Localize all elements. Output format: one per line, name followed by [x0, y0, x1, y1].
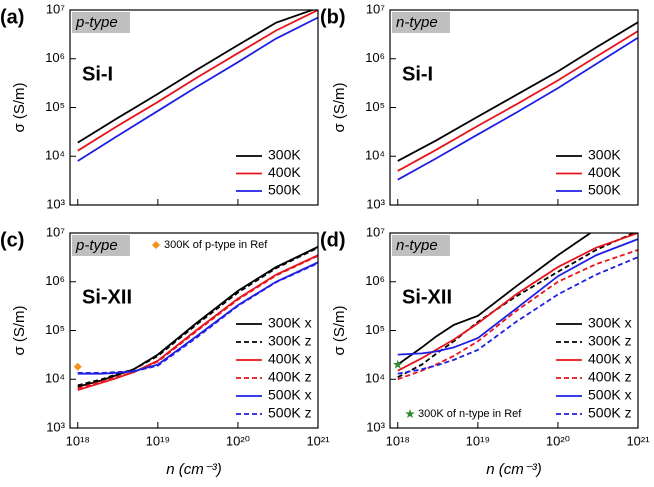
series-line	[397, 233, 638, 372]
y-axis-label: σ (S/m)	[331, 305, 348, 355]
y-tick-label: 10⁵	[45, 322, 65, 337]
y-tick-label: 10⁶	[365, 273, 385, 288]
panel-label: (a)	[0, 6, 24, 28]
plot-frame	[389, 232, 639, 429]
annotation-marker	[152, 241, 160, 249]
panel-label: (c)	[0, 229, 24, 251]
series-line	[77, 246, 318, 388]
y-tick-label: 10⁶	[45, 273, 65, 288]
plot-frame	[389, 9, 639, 206]
annotation-marker	[393, 359, 403, 369]
series-line	[397, 233, 593, 366]
x-tick-label: 10¹⁹	[146, 433, 170, 448]
x-tick-label: 10¹⁸	[66, 433, 90, 448]
legend-label: 500K x	[588, 387, 632, 403]
series-line	[397, 249, 638, 381]
legend-label: 500K	[268, 182, 301, 198]
series-line	[77, 10, 318, 152]
y-tick-label: 10⁷	[366, 224, 385, 239]
y-tick-label: 10³	[46, 196, 65, 211]
tag: n-type	[396, 14, 438, 31]
series-line	[397, 21, 638, 162]
series-line	[397, 238, 638, 356]
x-tick-label: 10²⁰	[226, 433, 250, 448]
y-tick-label: 10⁴	[365, 371, 385, 386]
x-axis-label: n (cm⁻³)	[166, 461, 221, 478]
panel: 10³ 10⁴ 10⁵ 10⁶ 10⁷ (a) p-type Si-I σ (S/m) 300K4…	[0, 1, 319, 211]
y-axis-label: σ (S/m)	[331, 82, 348, 132]
legend-label: 400K x	[588, 351, 632, 367]
y-tick-label: 10⁶	[365, 50, 385, 65]
tag-bg	[72, 12, 130, 33]
y-tick-label: 10⁷	[366, 1, 385, 16]
x-tick-label: 10²¹	[306, 433, 330, 448]
panel: 10³ 10⁴ 10⁵ 10⁶ 10⁷ (b) n-type Si-I σ (S/m) 300K4…	[320, 1, 639, 211]
y-tick-label: 10⁴	[365, 148, 385, 163]
tag-bg	[392, 235, 450, 256]
y-tick-label: 10⁴	[45, 148, 65, 163]
legend-label: 300K z	[268, 333, 312, 349]
x-tick-label: 10¹⁹	[466, 433, 490, 448]
y-tick-label: 10⁴	[45, 371, 65, 386]
x-axis-label: n (cm⁻³)	[486, 461, 541, 478]
panel-label: (d)	[320, 229, 346, 251]
panel-title: Si-I	[82, 63, 113, 85]
panel-title: Si-XII	[82, 286, 132, 308]
series-line	[77, 255, 318, 390]
series-line	[397, 30, 638, 172]
series-line	[397, 36, 638, 181]
y-tick-label: 10⁵	[45, 99, 65, 114]
y-tick-label: 10³	[46, 419, 65, 434]
legend-label: 400K	[588, 164, 621, 180]
series-line	[77, 16, 318, 162]
legend-label: 400K z	[588, 369, 632, 385]
legend-label: 500K z	[588, 405, 632, 421]
y-tick-label: 10⁷	[46, 1, 65, 16]
tag: p-type	[75, 237, 118, 254]
plot-frame	[69, 9, 319, 206]
y-tick-label: 10⁵	[365, 322, 385, 337]
annotation-marker	[405, 409, 415, 419]
x-tick-label: 10²⁰	[546, 433, 570, 448]
panel-title: Si-I	[402, 63, 433, 85]
legend-label: 300K x	[588, 315, 632, 331]
panel: 10³ 10⁴ 10⁵ 10⁶ 10⁷ 10¹⁸ 10¹⁹ 10²⁰ 10²¹ (d) n-type…	[320, 224, 650, 478]
series-line	[77, 10, 315, 144]
legend-label: 500K z	[268, 405, 312, 421]
annotation-marker	[73, 362, 82, 371]
legend-label: 400K x	[268, 351, 312, 367]
annotation-text: 300K of n-type in Ref	[418, 408, 522, 420]
series-line	[77, 262, 318, 374]
legend-label: 300K	[268, 147, 301, 163]
x-tick-label: 10²¹	[626, 433, 650, 448]
series-line	[397, 233, 636, 379]
y-tick-label: 10³	[366, 196, 385, 211]
y-axis-label: σ (S/m)	[11, 305, 28, 355]
plot-frame	[69, 232, 319, 429]
annotation-text: 300K of p-type in Ref	[164, 239, 268, 251]
legend-label: 300K z	[588, 333, 632, 349]
y-tick-label: 10³	[366, 419, 385, 434]
panel: 10³ 10⁴ 10⁵ 10⁶ 10⁷ 10¹⁸ 10¹⁹ 10²⁰ 10²¹ (c) p-type…	[0, 224, 330, 478]
legend-label: 500K	[588, 182, 621, 198]
legend-label: 300K x	[268, 315, 312, 331]
y-axis-label: σ (S/m)	[11, 82, 28, 132]
panel-label: (b)	[320, 6, 346, 28]
tag-bg	[392, 12, 450, 33]
legend-label: 400K z	[268, 369, 312, 385]
y-tick-label: 10⁷	[46, 224, 65, 239]
tag: n-type	[396, 237, 438, 254]
tag-bg	[72, 235, 130, 256]
tag: p-type	[75, 14, 118, 31]
legend-label: 400K	[268, 164, 301, 180]
y-tick-label: 10⁶	[45, 50, 65, 65]
panel-title: Si-XII	[402, 286, 452, 308]
legend-label: 500K x	[268, 387, 312, 403]
y-tick-label: 10⁵	[365, 99, 385, 114]
series-line	[77, 246, 318, 387]
legend-label: 300K	[588, 147, 621, 163]
x-tick-label: 10¹⁸	[386, 433, 410, 448]
series-line	[397, 256, 638, 375]
